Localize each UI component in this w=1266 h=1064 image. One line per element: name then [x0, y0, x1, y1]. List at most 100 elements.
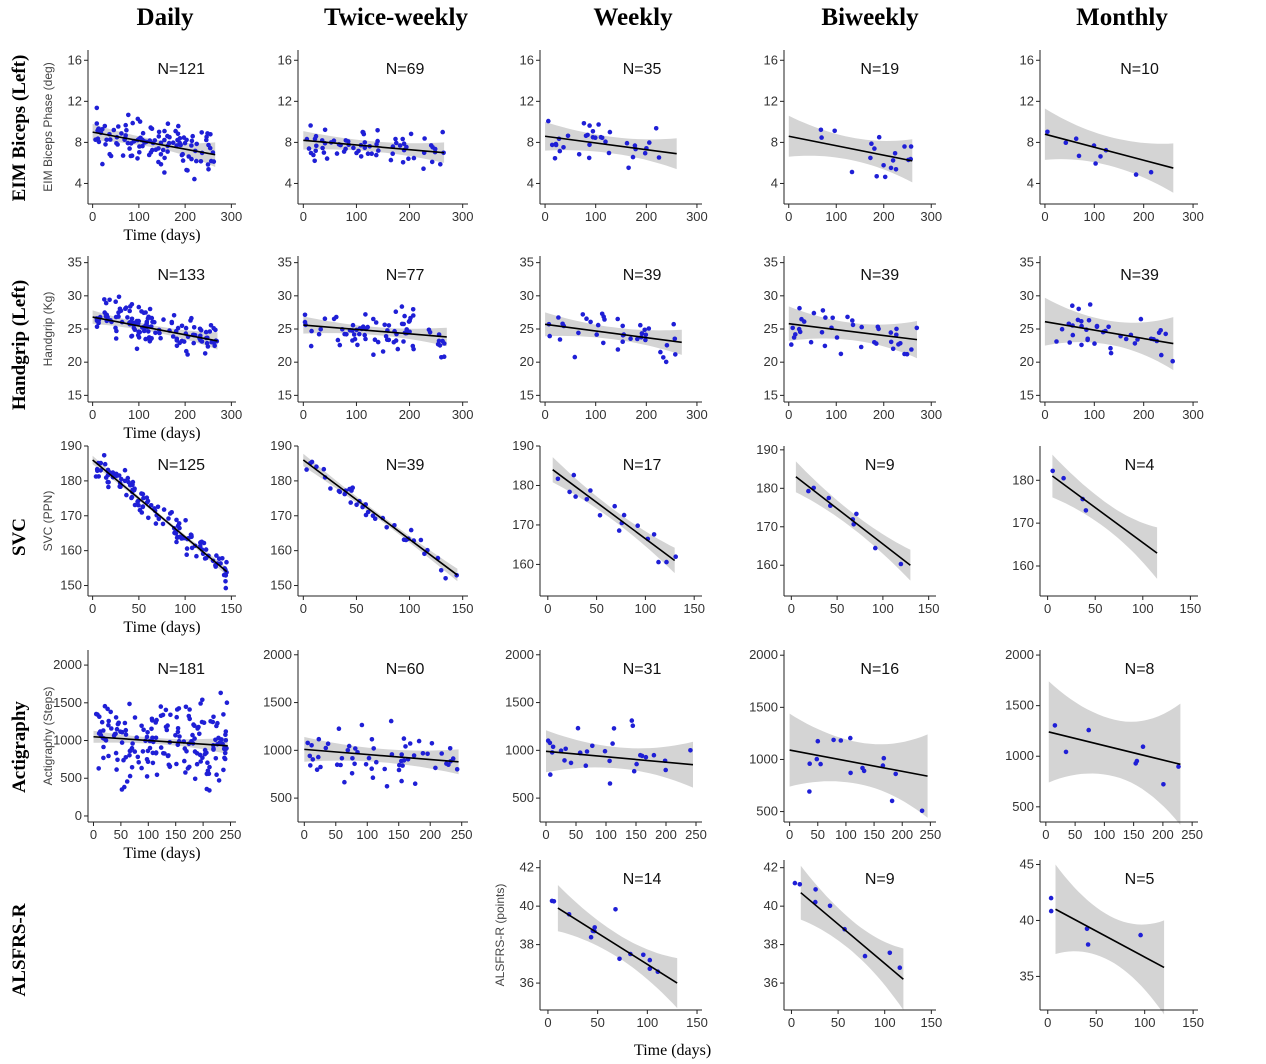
data-point — [132, 749, 138, 754]
data-point — [360, 129, 366, 135]
data-point — [1098, 154, 1103, 159]
x-tick-label: 0 — [90, 827, 97, 842]
data-point — [324, 156, 330, 161]
y-tick-label: 1500 — [263, 695, 292, 710]
data-point — [173, 733, 178, 738]
y-tick-label: 500 — [1012, 799, 1034, 814]
data-point — [369, 737, 375, 742]
panel-actigraphy-biweekly: 0 50 100 150 200 250 500 1000 1500 2000 N=16 — [749, 647, 941, 842]
data-point — [338, 762, 343, 768]
y-tick-label: 4 — [75, 175, 82, 190]
n-label: N=133 — [157, 267, 205, 284]
data-point — [383, 334, 389, 339]
data-point — [106, 722, 111, 728]
data-point — [191, 340, 196, 346]
data-point — [192, 176, 197, 182]
data-point — [194, 761, 200, 767]
data-point — [572, 354, 578, 360]
data-point — [205, 760, 210, 765]
data-point — [186, 154, 191, 159]
data-point — [408, 131, 414, 137]
trend-line — [544, 135, 677, 155]
panel-svc-biweekly: 0 50 100 150 160 170 180 190 N=9 — [756, 442, 939, 616]
n-label: N=16 — [860, 661, 899, 678]
n-label: N=39 — [623, 267, 662, 284]
data-point — [1132, 341, 1138, 346]
data-point — [854, 511, 859, 517]
data-point — [607, 781, 613, 786]
y-tick-label: 2000 — [263, 647, 292, 662]
data-point — [594, 332, 599, 337]
x-tick-label: 0 — [1044, 601, 1051, 616]
data-point — [135, 499, 140, 504]
data-point — [631, 768, 637, 774]
data-point — [869, 141, 874, 146]
data-point — [96, 126, 101, 131]
data-point — [102, 297, 107, 302]
data-point — [183, 704, 189, 710]
x-tick-label: 50 — [1068, 827, 1082, 842]
data-point — [447, 746, 453, 751]
data-point — [222, 750, 228, 756]
data-point — [438, 162, 443, 167]
data-point — [806, 488, 811, 494]
data-point — [127, 701, 132, 707]
data-point — [177, 734, 182, 739]
data-point — [145, 730, 150, 735]
data-point — [316, 331, 322, 337]
data-point — [202, 556, 208, 561]
data-point — [406, 156, 411, 161]
data-point — [135, 754, 141, 760]
y-tick-label: 38 — [520, 937, 534, 952]
data-point — [399, 304, 405, 309]
data-point — [386, 337, 392, 343]
data-point — [807, 761, 812, 766]
x-tick-label: 300 — [920, 209, 942, 224]
data-point — [585, 132, 590, 138]
n-label: N=9 — [865, 871, 895, 888]
x-tick-label: 100 — [346, 209, 368, 224]
data-point — [349, 488, 354, 493]
data-point — [139, 510, 145, 515]
data-point — [124, 779, 130, 784]
data-point — [790, 325, 795, 331]
y-tick-label: 500 — [512, 790, 534, 805]
y-tick-label: 180 — [60, 473, 82, 488]
data-point — [321, 150, 327, 155]
data-point — [443, 576, 448, 581]
data-point — [314, 143, 319, 149]
data-point — [643, 754, 649, 760]
data-point — [401, 537, 407, 542]
data-point — [321, 466, 327, 472]
n-label: N=181 — [157, 661, 205, 678]
data-point — [312, 158, 318, 164]
panel-alsfrs-r-biweekly: 0 50 100 150 36 38 40 42 N=9 — [764, 860, 943, 1030]
data-point — [135, 332, 141, 338]
data-point — [114, 141, 119, 146]
data-point — [305, 740, 311, 746]
data-point — [341, 149, 347, 154]
x-tick-label: 100 — [585, 407, 607, 422]
x-tick-label: 250 — [1181, 827, 1203, 842]
x-tick-label: 100 — [399, 601, 421, 616]
data-point — [123, 306, 128, 312]
data-point — [1063, 140, 1069, 145]
data-point — [107, 297, 112, 303]
column-title-monthly: Monthly — [1076, 4, 1168, 31]
confidence-band — [546, 730, 693, 788]
data-point — [371, 352, 376, 358]
y-tick-label: 2000 — [53, 657, 82, 672]
data-point — [199, 339, 205, 344]
data-point — [200, 697, 205, 703]
panel-svc-monthly: 0 50 100 150 160 170 180 N=4 — [1012, 446, 1201, 616]
x-tick-label: 300 — [686, 209, 708, 224]
data-point — [213, 327, 218, 333]
data-point — [141, 328, 147, 334]
data-point — [116, 310, 121, 315]
data-point — [113, 336, 119, 341]
x-tick-label: 200 — [655, 827, 677, 842]
data-point — [346, 743, 352, 749]
x-tick-label: 100 — [872, 601, 894, 616]
data-point — [150, 760, 156, 766]
data-point — [192, 736, 197, 741]
